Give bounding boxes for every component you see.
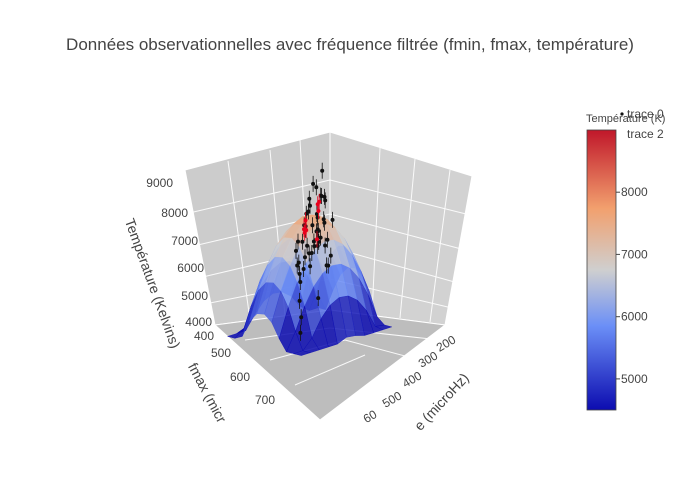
data-point[interactable] [315, 237, 319, 242]
z-tick-label: 4000 [185, 315, 212, 329]
x-tick-label: 60 [361, 407, 380, 426]
data-point[interactable] [328, 253, 333, 258]
data-point[interactable] [306, 209, 311, 214]
data-point[interactable] [330, 217, 335, 222]
data-point[interactable] [295, 263, 300, 268]
data-point[interactable] [322, 220, 327, 225]
y-tick-label: 600 [230, 370, 250, 384]
data-point[interactable] [308, 264, 313, 269]
data-point[interactable] [316, 209, 321, 213]
data-point[interactable] [312, 244, 317, 249]
data-point[interactable] [309, 251, 314, 255]
z-axis-ticks: 4000 5000 6000 7000 8000 9000 [146, 176, 212, 329]
y-axis-title: fmax (micr [185, 360, 230, 425]
x-tick-label: 200 [434, 332, 459, 354]
data-point[interactable] [318, 235, 323, 240]
y-tick-label: 500 [211, 346, 231, 360]
data-point[interactable] [305, 243, 310, 248]
data-point[interactable] [322, 194, 327, 199]
data-point[interactable] [298, 330, 303, 335]
data-point[interactable] [304, 228, 309, 233]
data-point[interactable] [315, 227, 320, 232]
y-axis-ticks: 400 500 600 700 [194, 329, 275, 407]
legend[interactable]: trace 0 trace 2 [620, 107, 664, 141]
data-point[interactable] [310, 223, 315, 228]
data-point[interactable] [311, 181, 316, 186]
data-point[interactable] [298, 280, 303, 284]
fitted-surface [226, 214, 393, 356]
legend-marker-trace-0 [620, 112, 624, 116]
data-point[interactable] [308, 203, 312, 208]
y-tick-label: 400 [194, 329, 214, 343]
legend-label-trace-0[interactable]: trace 0 [627, 107, 664, 121]
data-point[interactable] [300, 239, 305, 244]
data-point[interactable] [294, 248, 298, 253]
scatter-points [294, 162, 335, 341]
data-point[interactable] [307, 196, 312, 201]
data-point[interactable] [299, 315, 304, 320]
colorbar-tick-label: 8000 [621, 185, 648, 199]
colorbar-gradient [586, 129, 617, 411]
z-tick-label: 8000 [161, 206, 188, 220]
data-point[interactable] [323, 198, 328, 203]
data-point[interactable] [311, 239, 316, 244]
data-point[interactable] [315, 215, 320, 220]
data-point[interactable] [303, 255, 307, 260]
colorbar-title: Température (K) [586, 113, 665, 125]
colorbar-ticks: 5000 6000 7000 8000 [616, 185, 648, 386]
surface-patch [293, 350, 311, 356]
data-point[interactable] [325, 237, 330, 242]
legend-label-trace-2[interactable]: trace 2 [627, 127, 664, 141]
data-point[interactable] [321, 217, 326, 222]
data-point[interactable] [303, 218, 308, 223]
data-point[interactable] [297, 298, 302, 303]
data-point[interactable] [318, 193, 323, 198]
data-point[interactable] [296, 239, 300, 244]
data-point[interactable] [324, 263, 329, 268]
data-point[interactable] [314, 185, 319, 190]
colorbar: Température (K) 5000 6000 7000 8000 [586, 113, 665, 411]
colorbar-tick-label: 5000 [621, 372, 648, 386]
colorbar-tick-label: 6000 [621, 310, 648, 324]
colorbar-tick-label: 7000 [621, 247, 648, 261]
data-point[interactable] [297, 271, 302, 276]
x-tick-label: 300 [416, 348, 441, 370]
x-tick-label: 400 [400, 368, 425, 390]
data-point[interactable] [316, 296, 321, 301]
data-point[interactable] [323, 243, 328, 248]
data-point[interactable] [315, 202, 320, 207]
data-point[interactable] [320, 168, 325, 173]
z-tick-label: 5000 [181, 289, 208, 303]
data-point[interactable] [301, 267, 306, 271]
x-tick-label: 500 [380, 388, 405, 410]
z-tick-label: 7000 [171, 234, 198, 248]
chart-title: Données observationnelles avec fréquence… [66, 35, 634, 54]
z-tick-label: 9000 [146, 176, 173, 190]
y-tick-label: 700 [255, 393, 275, 407]
z-tick-label: 6000 [177, 261, 204, 275]
